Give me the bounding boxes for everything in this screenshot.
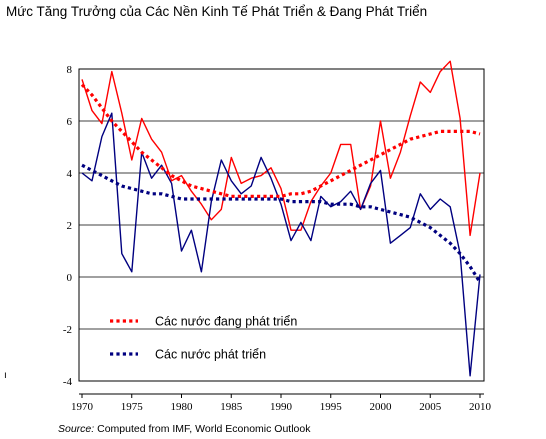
- series-line-2: [80, 83, 481, 198]
- x-tick-label-2000: 2000: [370, 401, 393, 413]
- source-label: Source:: [58, 423, 95, 435]
- legend-label-1: Các nước phát triển: [155, 348, 266, 362]
- source-note: Source: Computed from IMF, World Economi…: [58, 423, 310, 435]
- x-tick-label-2010: 2010: [469, 401, 492, 413]
- x-tick-label-1980: 1980: [171, 401, 194, 413]
- y-tick-label-4: 4: [67, 168, 73, 180]
- stray-mark: ı: [4, 370, 7, 381]
- y-tick-label--2: -2: [63, 324, 72, 336]
- y-tick-label-6: 6: [67, 116, 73, 128]
- x-tick-label-1985: 1985: [220, 401, 243, 413]
- y-axis-ticks: -4 -2 0 2 4 6 8: [63, 64, 73, 388]
- x-tick-label-1995: 1995: [320, 401, 343, 413]
- y-tick-label-2: 2: [67, 220, 73, 232]
- series-line-1: [81, 112, 481, 377]
- x-tick-label-1970: 1970: [71, 401, 94, 413]
- grid-lines: [79, 68, 484, 330]
- x-tick-label-2005: 2005: [419, 401, 442, 413]
- x-axis-ticks: 1970 1975 1980 1985 1990 1995 2000 2005 2010: [71, 394, 492, 413]
- series-layer: [80, 60, 482, 377]
- chart-title: Mức Tăng Trưởng của Các Nền Kinh Tế Phát…: [6, 4, 428, 19]
- x-tick-label-1975: 1975: [121, 401, 144, 413]
- series-line-0: [81, 60, 481, 237]
- legend-label-0: Các nước đang phát triển: [155, 315, 297, 329]
- legend: Các nước đang phát triển Các nước phát tr…: [110, 315, 297, 362]
- y-tick-label-0: 0: [67, 272, 73, 284]
- y-tick-label-8: 8: [67, 64, 73, 76]
- x-tick-label-1990: 1990: [270, 401, 293, 413]
- series-line-3: [81, 163, 482, 284]
- source-text: Computed from IMF, World Economic Outloo…: [94, 423, 311, 435]
- y-tick-label--4: -4: [63, 376, 73, 388]
